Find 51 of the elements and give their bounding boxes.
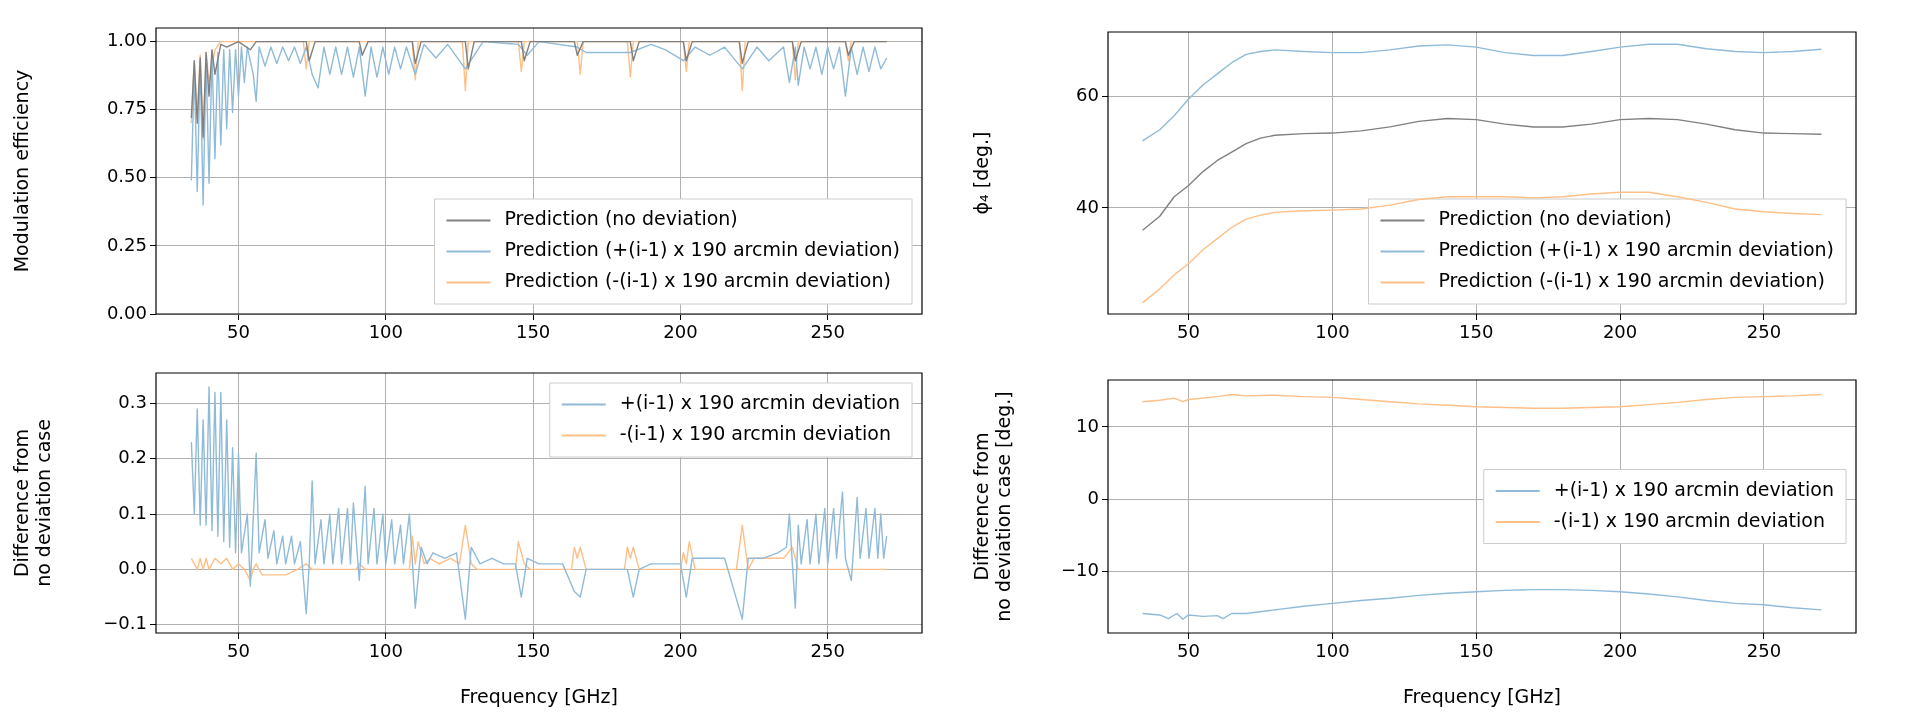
x-tick-label: 100: [368, 640, 403, 662]
y-tick-label: 0.25: [106, 233, 147, 255]
y-axis-title: Modulation efficiency: [9, 69, 32, 273]
legend-label: Prediction (+(i-1) x 190 arcmin deviation): [504, 238, 900, 261]
legend-label: Prediction (no deviation): [1438, 207, 1672, 230]
x-tick-label: 250: [1746, 321, 1782, 343]
x-tick-label: 200: [663, 321, 698, 343]
legend-label: -(i-1) x 190 arcmin deviation: [1553, 508, 1825, 531]
legend-label: Prediction (+(i-1) x 190 arcmin deviation): [1438, 238, 1834, 261]
y-tick-label: 0: [1087, 486, 1099, 508]
legend-label: -(i-1) x 190 arcmin deviation: [619, 422, 891, 445]
y-tick-label: −0.1: [103, 612, 147, 634]
y-tick-label: 40: [1076, 195, 1099, 217]
y-tick-label: 10: [1076, 414, 1099, 436]
x-axis-title: Frequency [GHz]: [459, 684, 619, 707]
y-tick-label: 0.75: [106, 97, 147, 119]
x-tick-label: 200: [1602, 640, 1638, 662]
x-tick-label: 50: [1177, 321, 1201, 343]
y-tick-label: −10: [1061, 559, 1099, 581]
legend-label: +(i-1) x 190 arcmin deviation: [619, 391, 901, 414]
x-tick-label: 200: [1602, 321, 1638, 343]
x-tick-label: 50: [227, 640, 250, 662]
y-tick-label: 0.0: [118, 557, 147, 579]
x-tick-label: 150: [515, 640, 551, 662]
y-tick-label: 0.3: [118, 391, 147, 413]
y-axis-title: ϕ₄ [deg.]: [969, 131, 992, 215]
y-tick-label: 1.00: [106, 29, 147, 51]
x-tick-label: 100: [368, 321, 403, 343]
x-tick-label: 250: [810, 321, 845, 343]
legend-label: Prediction (no deviation): [504, 207, 738, 230]
legend-label: +(i-1) x 190 arcmin deviation: [1553, 477, 1835, 500]
y-axis-title: Difference from no deviation case [deg.]: [969, 391, 1014, 622]
x-tick-label: 200: [663, 640, 698, 662]
y-tick-label: 60: [1076, 83, 1099, 105]
legend-label: Prediction (-(i-1) x 190 arcmin deviation): [1438, 269, 1825, 292]
x-tick-label: 150: [1459, 640, 1494, 662]
x-axis-title: Frequency [GHz]: [1402, 684, 1562, 707]
y-tick-label: 0.50: [106, 165, 147, 187]
x-tick-label: 100: [1315, 640, 1350, 662]
y-tick-label: 0.1: [118, 501, 147, 523]
x-tick-label: 50: [227, 321, 250, 343]
x-tick-label: 100: [1315, 321, 1350, 343]
x-tick-label: 150: [515, 321, 551, 343]
y-tick-label: 0.2: [118, 446, 147, 468]
x-tick-label: 250: [810, 640, 845, 662]
x-tick-label: 250: [1746, 640, 1782, 662]
x-tick-label: 50: [1177, 640, 1201, 662]
y-tick-label: 0.00: [106, 301, 147, 323]
legend-label: Prediction (-(i-1) x 190 arcmin deviation): [504, 269, 891, 292]
x-tick-label: 150: [1459, 321, 1494, 343]
y-axis-title: Difference from no deviation case: [9, 419, 54, 587]
